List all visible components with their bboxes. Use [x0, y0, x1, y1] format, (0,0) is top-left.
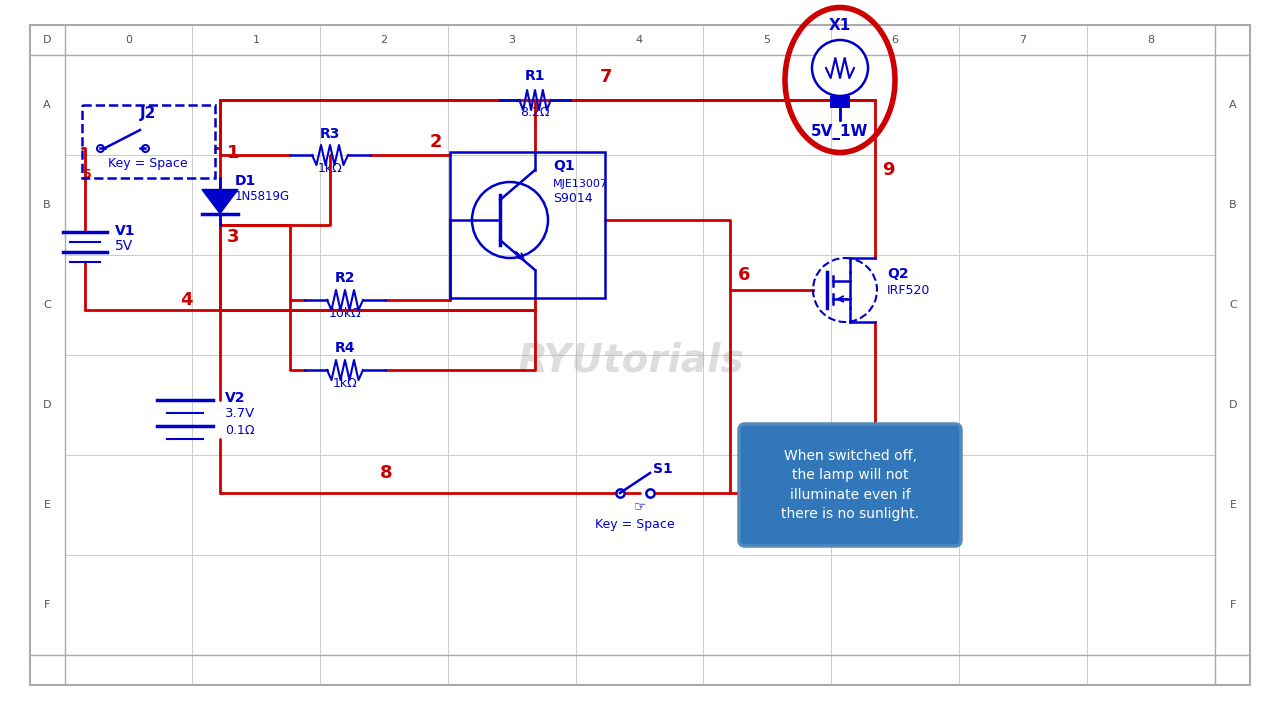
- Text: S1: S1: [653, 462, 673, 476]
- Text: 0.1Ω: 0.1Ω: [225, 424, 255, 437]
- Text: D: D: [42, 35, 51, 45]
- Text: Q2: Q2: [887, 267, 909, 281]
- Text: C: C: [1229, 300, 1236, 310]
- Text: MJE13007: MJE13007: [553, 179, 608, 189]
- Text: 3.7V: 3.7V: [225, 407, 255, 420]
- Text: 5: 5: [763, 35, 771, 45]
- Text: V1: V1: [115, 224, 136, 238]
- Text: Key = Space: Key = Space: [109, 157, 188, 170]
- Text: E: E: [1230, 500, 1236, 510]
- Text: D: D: [1229, 400, 1238, 410]
- Text: R3: R3: [320, 127, 340, 141]
- Polygon shape: [202, 189, 238, 214]
- Text: 4: 4: [180, 291, 192, 309]
- Text: 2: 2: [430, 133, 443, 151]
- Text: 8: 8: [1147, 35, 1155, 45]
- Text: A: A: [44, 100, 51, 110]
- Text: 0: 0: [125, 35, 132, 45]
- Text: 5V_1W: 5V_1W: [812, 124, 869, 140]
- Text: C: C: [44, 300, 51, 310]
- FancyBboxPatch shape: [739, 424, 961, 546]
- Text: R2: R2: [335, 271, 356, 285]
- Text: S9014: S9014: [553, 192, 593, 205]
- Text: 5V: 5V: [115, 239, 133, 253]
- Text: 1N5819G: 1N5819G: [236, 190, 291, 203]
- Bar: [451, 152, 605, 298]
- Text: F: F: [44, 600, 50, 610]
- Text: 8.2Ω: 8.2Ω: [520, 106, 549, 119]
- Text: 5: 5: [83, 168, 92, 181]
- Text: Key = Space: Key = Space: [595, 518, 675, 531]
- Text: 7: 7: [600, 68, 613, 86]
- Text: ☞: ☞: [634, 499, 646, 513]
- Text: D: D: [42, 400, 51, 410]
- Text: 9: 9: [882, 161, 895, 179]
- Text: J2: J2: [140, 106, 156, 121]
- Text: 1: 1: [227, 144, 239, 162]
- Text: X1: X1: [829, 18, 851, 33]
- Text: 7: 7: [1019, 35, 1027, 45]
- Text: RYUtorials: RYUtorials: [517, 341, 744, 379]
- Text: V2: V2: [225, 391, 246, 405]
- Text: 1: 1: [252, 35, 260, 45]
- Circle shape: [812, 40, 868, 96]
- Text: D1: D1: [236, 174, 256, 188]
- Text: B: B: [44, 200, 51, 210]
- Text: 4: 4: [636, 35, 643, 45]
- Text: B: B: [1229, 200, 1236, 210]
- Text: 6: 6: [739, 266, 750, 284]
- Text: 10kΩ: 10kΩ: [329, 307, 361, 320]
- Text: A: A: [1229, 100, 1236, 110]
- Text: Q1: Q1: [553, 159, 575, 173]
- Text: 2: 2: [380, 35, 388, 45]
- Text: 1kΩ: 1kΩ: [317, 162, 342, 175]
- Text: E: E: [44, 500, 50, 510]
- Text: 6: 6: [891, 35, 899, 45]
- Text: IRF520: IRF520: [887, 284, 931, 297]
- Text: F: F: [1230, 600, 1236, 610]
- Text: R4: R4: [335, 341, 356, 355]
- Text: When switched off,
the lamp will not
illuminate even if
there is no sunlight.: When switched off, the lamp will not ill…: [781, 449, 919, 521]
- Bar: [829, 96, 850, 108]
- Text: R1: R1: [525, 69, 545, 83]
- Text: 1kΩ: 1kΩ: [333, 377, 357, 390]
- Text: 8: 8: [380, 464, 393, 482]
- Text: 3: 3: [227, 228, 239, 246]
- Text: 3: 3: [508, 35, 516, 45]
